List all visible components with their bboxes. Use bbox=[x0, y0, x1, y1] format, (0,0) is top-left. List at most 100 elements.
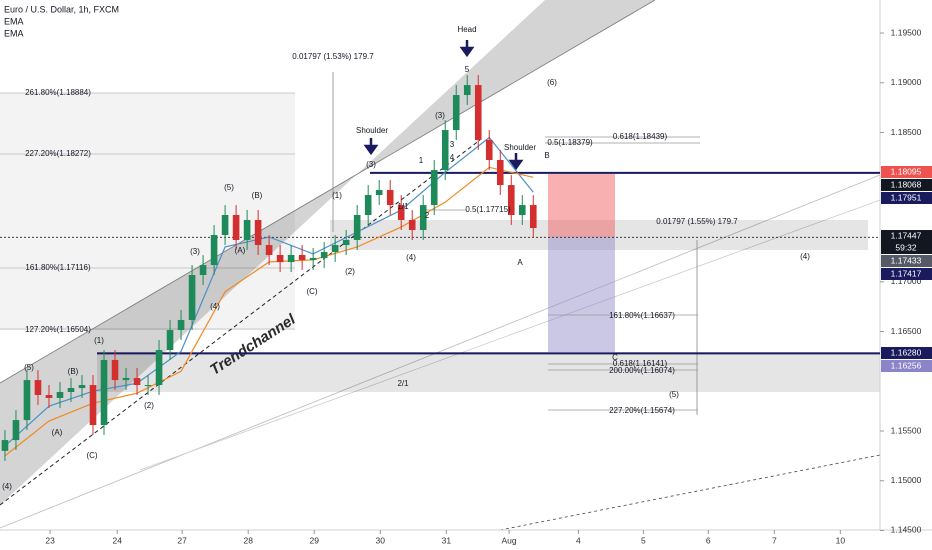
candle-body bbox=[188, 274, 196, 320]
candle-body bbox=[34, 380, 42, 395]
y-tick-label: 1.16500 bbox=[891, 326, 922, 336]
candle-body bbox=[474, 85, 482, 140]
candle-body bbox=[155, 350, 163, 386]
candle-body bbox=[243, 219, 251, 240]
annotation: C bbox=[612, 353, 618, 362]
annotation: 227.20%(1.15674) bbox=[609, 406, 675, 415]
candle-body bbox=[254, 219, 262, 246]
candle-body bbox=[408, 219, 416, 231]
annotation: (4) bbox=[210, 302, 220, 311]
indicator-label: EMA bbox=[4, 28, 24, 38]
x-tick-label: 31 bbox=[442, 535, 452, 545]
countdown: 59:32 bbox=[895, 242, 917, 252]
fib-box bbox=[0, 93, 295, 330]
candle-body bbox=[507, 185, 515, 216]
arrow bbox=[363, 138, 379, 156]
x-tick-label: 10 bbox=[836, 535, 846, 545]
x-tick-label: 27 bbox=[177, 535, 187, 545]
y-tick-label: 1.14500 bbox=[891, 525, 922, 535]
x-tick-label: 7 bbox=[772, 535, 777, 545]
price-tag-label: 1.18095 bbox=[891, 166, 922, 176]
channel-line bbox=[0, 139, 481, 506]
price-tag-label: 1.18068 bbox=[891, 179, 922, 189]
price-tag bbox=[881, 268, 932, 280]
price-tag bbox=[881, 360, 932, 372]
annotation: 0.01797 (1.53%) 179.7 bbox=[292, 52, 374, 61]
candle-body bbox=[144, 385, 152, 387]
annotation: (A) bbox=[235, 246, 246, 255]
annotation: 0.5(1.17715) bbox=[465, 205, 511, 214]
x-tick-label: 28 bbox=[243, 535, 253, 545]
indicator-label: EMA bbox=[4, 16, 24, 26]
candle-body bbox=[89, 385, 97, 426]
levels bbox=[0, 171, 880, 355]
price-tag bbox=[881, 179, 932, 191]
y-tick-label: 1.15500 bbox=[891, 425, 922, 435]
y-tick-label: 1.19500 bbox=[891, 27, 922, 37]
candle-body bbox=[23, 380, 31, 421]
price-tag bbox=[881, 192, 932, 204]
stop-box bbox=[548, 174, 615, 237]
x-tick-label: 5 bbox=[641, 535, 646, 545]
candle-body bbox=[67, 388, 75, 393]
candle-body bbox=[386, 190, 394, 206]
candle-body bbox=[133, 377, 141, 386]
candle-body bbox=[430, 170, 438, 206]
candle-body bbox=[419, 205, 427, 231]
annotation: (B) bbox=[68, 367, 79, 376]
annotation: (3) bbox=[435, 111, 445, 120]
annotation: 0.5(1.18379) bbox=[547, 138, 593, 147]
candle-body bbox=[485, 139, 493, 160]
annotation: (4) bbox=[800, 252, 810, 261]
candle-body bbox=[221, 215, 229, 236]
trend-line bbox=[0, 174, 881, 529]
price-tag-label: 1.17433 bbox=[891, 255, 922, 265]
target-box bbox=[548, 237, 615, 352]
candle-body bbox=[12, 420, 20, 441]
annotation: B bbox=[544, 151, 549, 160]
candle-body bbox=[353, 215, 361, 240]
arrow bbox=[508, 153, 524, 171]
annotation: 261.80%(1.18884) bbox=[25, 88, 91, 97]
annotation: 200.00%(1.16074) bbox=[609, 366, 675, 375]
annotation: 1 bbox=[419, 156, 424, 165]
candle-body bbox=[210, 235, 218, 266]
price-tags: 1.18095 1.18068 1.17951 1.17447 1.17433 1.174… bbox=[881, 166, 932, 372]
candle-body bbox=[518, 205, 526, 216]
price-tag-label: 1.17417 bbox=[891, 268, 922, 278]
candle-body bbox=[320, 252, 328, 258]
annotation: (4) bbox=[2, 482, 12, 491]
candle-body bbox=[342, 239, 350, 246]
candle-body bbox=[496, 159, 504, 186]
candle-body bbox=[441, 130, 449, 171]
candle-body bbox=[276, 255, 284, 263]
annotation: (1) bbox=[94, 336, 104, 345]
candle-body bbox=[177, 319, 185, 331]
annotation: (C) bbox=[306, 287, 317, 296]
annotation: 2/1 bbox=[397, 379, 409, 388]
candle-body bbox=[463, 85, 471, 96]
range-box bbox=[330, 220, 868, 250]
chart-title: Euro / U.S. Dollar, 1h, FXCM bbox=[4, 4, 119, 14]
candle-body bbox=[529, 205, 537, 229]
annotation: Shoulder bbox=[356, 126, 388, 135]
annotation: (2) bbox=[345, 267, 355, 276]
x-tick-label: Aug bbox=[502, 535, 517, 545]
annotation: (5) bbox=[224, 183, 234, 192]
price-tag-label: 1.17447 bbox=[891, 230, 922, 240]
x-tick-label: 29 bbox=[310, 535, 320, 545]
candle-body bbox=[78, 385, 86, 389]
annotation: 0.01797 (1.55%) 179.7 bbox=[656, 217, 738, 226]
candle-body bbox=[298, 255, 306, 260]
annotation: Head bbox=[457, 25, 476, 34]
annotation: A bbox=[517, 258, 523, 267]
annotation: Shoulder bbox=[504, 143, 536, 152]
price-tag-label: 1.17951 bbox=[891, 192, 922, 202]
x-tick-label: 23 bbox=[45, 535, 55, 545]
annotation: 1/1 bbox=[397, 202, 409, 211]
annotation: 0.618(1.16141) bbox=[613, 359, 668, 368]
candle-body bbox=[452, 95, 460, 131]
annotation: (4) bbox=[406, 253, 416, 262]
candle-body bbox=[122, 377, 130, 381]
